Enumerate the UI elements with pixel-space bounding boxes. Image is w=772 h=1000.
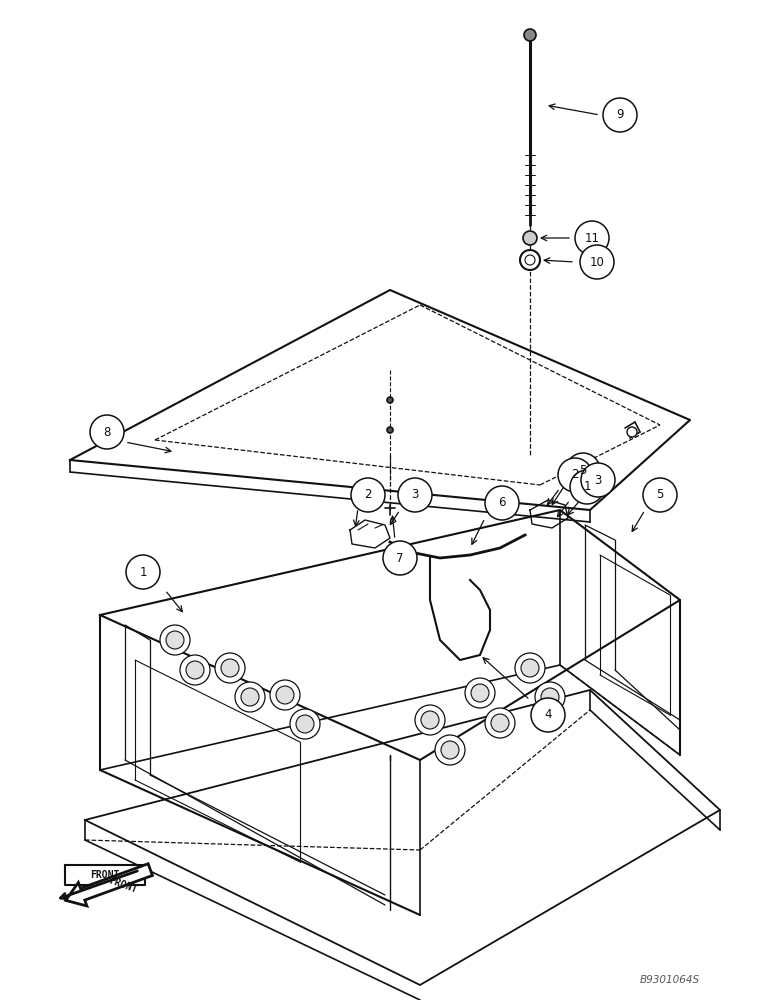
Circle shape <box>491 714 509 732</box>
Circle shape <box>523 231 537 245</box>
Circle shape <box>520 250 540 270</box>
Circle shape <box>580 245 614 279</box>
Circle shape <box>541 688 559 706</box>
Circle shape <box>221 659 239 677</box>
Circle shape <box>575 221 609 255</box>
Circle shape <box>235 682 265 712</box>
Circle shape <box>415 705 445 735</box>
Circle shape <box>215 653 245 683</box>
Text: 5: 5 <box>579 464 587 477</box>
Circle shape <box>441 741 459 759</box>
Text: 10: 10 <box>590 255 604 268</box>
Circle shape <box>166 631 184 649</box>
Circle shape <box>421 711 439 729</box>
Circle shape <box>387 397 393 403</box>
Circle shape <box>535 682 565 712</box>
Circle shape <box>241 688 259 706</box>
Circle shape <box>525 30 535 40</box>
Circle shape <box>566 453 600 487</box>
Text: 5: 5 <box>656 488 664 502</box>
Circle shape <box>296 715 314 733</box>
Text: 2: 2 <box>364 488 372 502</box>
Text: 1: 1 <box>584 481 591 493</box>
Text: 3: 3 <box>411 488 418 502</box>
Circle shape <box>398 478 432 512</box>
Text: 3: 3 <box>594 474 601 487</box>
Circle shape <box>465 678 495 708</box>
Circle shape <box>521 659 539 677</box>
Text: 8: 8 <box>103 426 110 438</box>
Circle shape <box>643 478 677 512</box>
Circle shape <box>471 684 489 702</box>
Text: B9301064S: B9301064S <box>640 975 700 985</box>
Circle shape <box>290 709 320 739</box>
Circle shape <box>603 98 637 132</box>
Text: 4: 4 <box>544 708 552 722</box>
Text: 6: 6 <box>498 496 506 510</box>
Circle shape <box>270 680 300 710</box>
Circle shape <box>387 427 393 433</box>
Circle shape <box>515 653 545 683</box>
Circle shape <box>160 625 190 655</box>
Text: FRONT: FRONT <box>90 870 120 880</box>
Circle shape <box>383 541 417 575</box>
Circle shape <box>531 698 565 732</box>
Circle shape <box>180 655 210 685</box>
Text: 11: 11 <box>584 232 600 244</box>
Circle shape <box>276 686 294 704</box>
Circle shape <box>90 415 124 449</box>
Circle shape <box>126 555 160 589</box>
Text: 9: 9 <box>616 108 624 121</box>
Text: 7: 7 <box>396 552 404 564</box>
Circle shape <box>558 458 592 492</box>
Polygon shape <box>66 864 152 906</box>
Circle shape <box>435 735 465 765</box>
Text: FRONT: FRONT <box>107 875 138 895</box>
Circle shape <box>581 463 615 497</box>
Circle shape <box>351 478 385 512</box>
Circle shape <box>524 29 536 41</box>
Circle shape <box>485 486 519 520</box>
Circle shape <box>570 470 604 504</box>
Circle shape <box>186 661 204 679</box>
Circle shape <box>485 708 515 738</box>
Text: 1: 1 <box>139 566 147 578</box>
Circle shape <box>627 427 637 437</box>
Circle shape <box>525 255 535 265</box>
Text: 2: 2 <box>571 468 579 482</box>
